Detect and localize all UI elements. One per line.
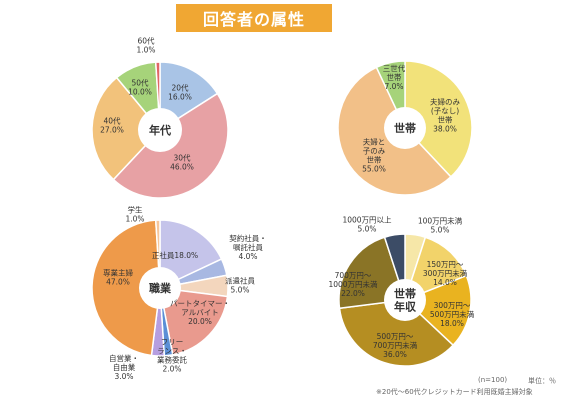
data-label: 正社員18.0%	[152, 250, 198, 260]
data-label: 自営業・自由業 3.0%	[109, 353, 139, 381]
sample-size: (n=100)	[478, 376, 508, 384]
data-label: パートタイマー・アルバイト 20.0%	[170, 299, 230, 326]
footnote: ※20代〜60代クレジットカード利用既婚主婦対象	[376, 388, 533, 396]
data-label: 150万円〜 300万円未満 14.0%	[423, 260, 468, 287]
pie-slice	[404, 60, 473, 178]
data-label: フリーランス・業務委託 2.0%	[157, 338, 187, 374]
pie-center-hole	[384, 279, 426, 321]
data-label: 夫婦と子のみ世帯 55.0%	[362, 137, 386, 174]
pie-slice	[91, 76, 161, 181]
data-label: 500万円〜 700万円未満 36.0%	[373, 332, 418, 359]
pie-center-label: 職業	[149, 281, 172, 295]
pie-slice	[159, 61, 219, 132]
pie-chart-3: 職業 正社員18.0% 契約社員・嘱託社員 4.0% 派遣社員 5.0% パートタイマー・ア…	[91, 205, 267, 381]
data-label: 1000万円以上 5.0%	[342, 216, 392, 234]
pie-center-label: 世帯年収	[394, 287, 417, 314]
data-label: 100万円未満 5.0%	[418, 216, 463, 235]
data-label: 専業主婦 47.0%	[103, 268, 133, 287]
page-title: 回答者の属性	[176, 4, 332, 32]
data-label: 60代 1.0%	[136, 36, 155, 55]
pie-center-label: 世帯	[394, 121, 416, 135]
pie-chart-1: 年代 20代 16.0% 30代 46.0% 40代 27.0%50代 10.0% 60代 1.0…	[91, 36, 229, 199]
data-label: 50代 10.0%	[128, 78, 152, 97]
pie-slice	[91, 219, 161, 357]
pie-slice	[403, 274, 472, 347]
data-label: 700万円〜 1000万円未満 22.0%	[328, 271, 378, 298]
pie-center-label: 年代	[149, 123, 171, 137]
pie-slice	[159, 287, 229, 356]
unit-label: 単位：％	[528, 377, 556, 385]
pie-center-hole	[138, 108, 182, 152]
data-label: 三世代世帯 7.0%	[383, 63, 406, 91]
data-label: 40代 27.0%	[100, 116, 124, 135]
data-label: 夫婦のみ(子なし)世帯 38.0%	[430, 97, 460, 134]
data-label: 学生 1.0%	[125, 205, 144, 224]
pie-chart-4: 世帯年収 100万円未満 5.0% 150万円〜 300万円未満 14.0% 300万円〜 5…	[328, 216, 475, 367]
pie-center-hole	[139, 267, 181, 309]
data-label: 300万円〜 500万円未満 18.0%	[430, 301, 475, 328]
pie-slice	[403, 236, 468, 302]
pie-center-hole	[384, 107, 426, 149]
data-label: 20代 16.0%	[168, 83, 192, 102]
pie-slice	[338, 299, 455, 367]
data-label: 派遣社員 5.0%	[225, 276, 255, 295]
data-label: 30代 46.0%	[170, 153, 194, 172]
data-label: 契約社員・嘱託社員 4.0%	[229, 233, 267, 261]
pie-slice	[159, 219, 223, 290]
